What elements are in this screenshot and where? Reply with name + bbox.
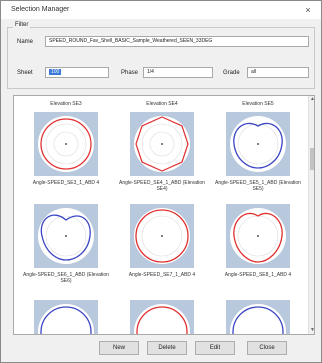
scroll-up-icon[interactable]: ▲ (310, 96, 315, 102)
grade-field[interactable]: all (247, 67, 309, 78)
phase-field[interactable]: 1/4 (143, 67, 213, 78)
cell-label: Angle-SPEED_SE6_1_ABD (Elevation SE6) (23, 272, 109, 284)
polar-plot-thumbnail[interactable] (130, 300, 194, 335)
close-button[interactable]: Close (247, 341, 287, 355)
polar-plot-thumbnail[interactable] (34, 112, 98, 176)
polar-plot-thumbnail[interactable] (130, 204, 194, 268)
cell-label: Elevation SE3 (50, 101, 82, 107)
edit-button[interactable]: Edit (195, 341, 235, 355)
filter-group-label: Filter (13, 22, 31, 28)
phase-label: Phase (121, 70, 139, 76)
cell-label: Elevation SE4 (146, 101, 178, 107)
close-icon[interactable]: × (305, 5, 311, 15)
cell-label: Angle-SPEED_SE7_1_ABD 4 (128, 272, 196, 278)
cell-label: Angle-SPEED_SE3_1_ABD 4 (32, 180, 100, 186)
thumbnail-grid: Elevation SE3 Elevation SE4 Elevation SE… (13, 95, 315, 335)
polar-plot-thumbnail[interactable] (34, 300, 98, 335)
titlebar: Selection Manager × (1, 1, 321, 19)
grade-label: Grade (223, 70, 240, 76)
polar-plot-thumbnail[interactable] (130, 112, 194, 176)
delete-button[interactable]: Delete (147, 341, 187, 355)
name-field[interactable]: SPEED_ROUND_Fav_Shell_BASIC_Sample_Weath… (45, 36, 309, 47)
scroll-thumb[interactable] (310, 148, 314, 170)
polar-plot-thumbnail[interactable] (226, 300, 290, 335)
new-button[interactable]: New (99, 341, 139, 355)
window-title: Selection Manager (11, 6, 70, 13)
sheet-field[interactable]: 100 (45, 67, 109, 78)
vertical-scrollbar[interactable]: ▲ ▼ (308, 96, 315, 334)
cell-label: Angle-SPEED_SE5_1_ABD (Elevation SE5) (215, 180, 301, 192)
cell-label: Elevation SE5 (242, 101, 274, 107)
polar-plot-thumbnail[interactable] (34, 204, 98, 268)
polar-plot-thumbnail[interactable] (226, 204, 290, 268)
scroll-down-icon[interactable]: ▼ (310, 327, 315, 333)
sheet-label: Sheet (17, 70, 33, 76)
name-label: Name (17, 39, 34, 45)
sheet-value: 100 (49, 69, 62, 75)
cell-label: Angle-SPEED_SE4_1_ABD (Elevation SE4) (119, 180, 205, 192)
cell-label: Angle-SPEED_SE8_1_ABD 4 (224, 272, 292, 278)
filter-group (7, 27, 315, 89)
polar-plot-thumbnail[interactable] (226, 112, 290, 176)
